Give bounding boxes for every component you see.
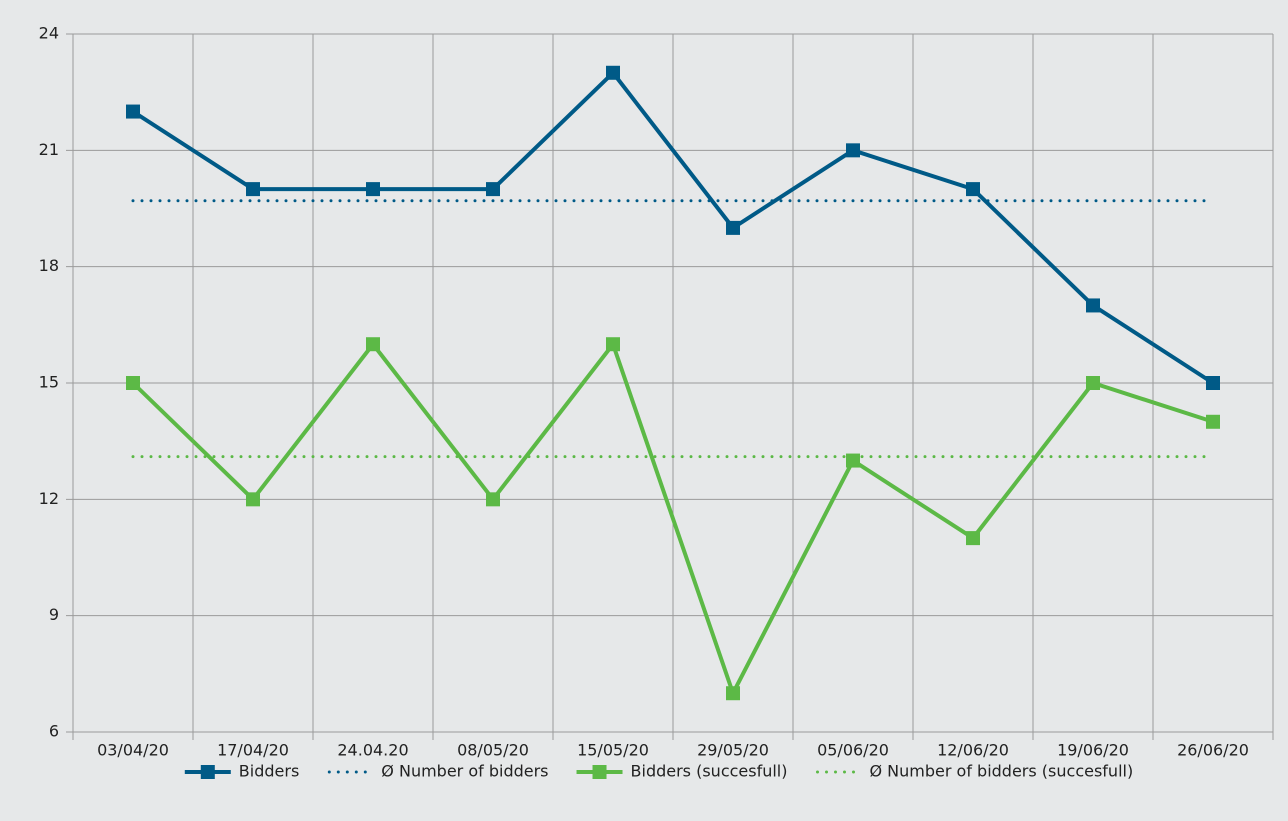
x-tick-label: 08/05/20 — [457, 741, 529, 760]
series-line — [131, 342, 1214, 696]
point-marker — [606, 337, 620, 352]
y-tick-label: 18 — [39, 256, 59, 275]
point-marker — [486, 492, 500, 507]
point-marker — [726, 686, 740, 701]
y-tick-label: 24 — [39, 24, 59, 43]
point-marker — [366, 337, 380, 352]
x-tick-label: 15/05/20 — [577, 741, 649, 760]
legend-marker — [592, 765, 607, 779]
legend-label: Ø Number of bidders — [381, 762, 548, 781]
point-marker — [606, 65, 620, 80]
x-tick-label: 17/04/20 — [217, 741, 289, 760]
y-tick-label: 21 — [39, 140, 59, 159]
legend: Bidders Ø Number of bidders Bidders (succe… — [184, 762, 1134, 781]
x-tick-label: 05/06/20 — [817, 741, 889, 760]
x-tick-label: 26/06/20 — [1177, 741, 1249, 760]
point-marker — [966, 182, 980, 197]
point-marker — [126, 376, 140, 390]
point-marker — [966, 531, 980, 546]
legend-label: Bidders — [239, 762, 300, 781]
x-tick-label: 03/04/20 — [97, 741, 169, 760]
x-tick-label: 29/05/20 — [697, 741, 769, 760]
point-marker — [246, 492, 260, 507]
legend-label: Bidders (succesfull) — [631, 762, 788, 781]
point-marker — [1206, 376, 1220, 390]
point-marker — [1206, 414, 1220, 429]
point-marker — [1086, 376, 1100, 390]
point-marker — [246, 182, 260, 197]
y-tick-label: 9 — [49, 605, 59, 624]
x-tick-label: 12/06/20 — [937, 741, 1009, 760]
point-marker — [726, 220, 740, 235]
y-tick-label: 12 — [39, 489, 59, 508]
series-line — [131, 70, 1215, 385]
y-tick-label: 15 — [39, 373, 59, 392]
point-marker — [126, 104, 140, 119]
y-tick-label: 6 — [49, 722, 59, 741]
point-marker — [1086, 298, 1100, 313]
point-marker — [846, 453, 860, 468]
point-marker — [846, 143, 860, 158]
x-tick-label: 24.04.20 — [337, 741, 408, 760]
x-tick-label: 19/06/20 — [1057, 741, 1129, 760]
legend-label: Ø Number of bidders (succesfull) — [870, 762, 1134, 781]
point-marker — [486, 182, 500, 197]
point-marker — [366, 182, 380, 197]
legend-marker — [200, 765, 215, 779]
